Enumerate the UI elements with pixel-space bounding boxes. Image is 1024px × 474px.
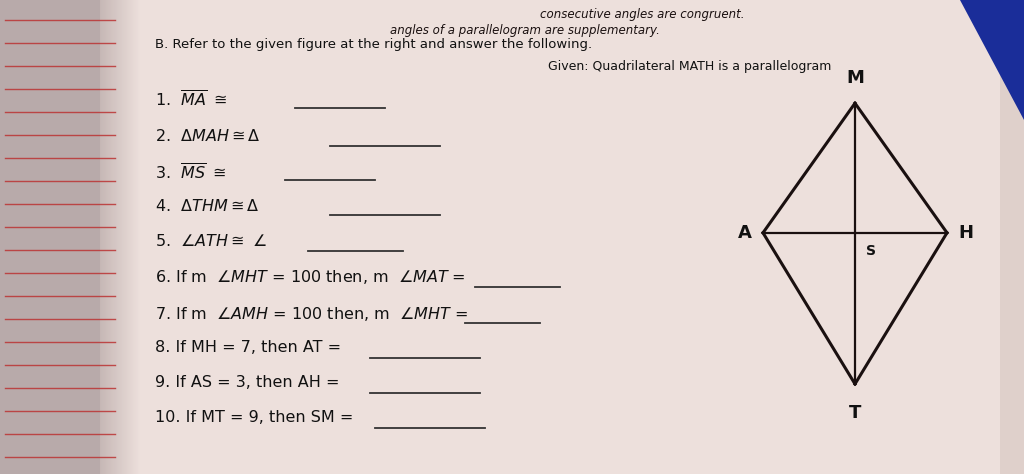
Text: M: M [846, 69, 864, 87]
Text: T: T [849, 404, 861, 422]
Text: 4.  $\Delta THM \cong \Delta$: 4. $\Delta THM \cong \Delta$ [155, 198, 259, 214]
Text: B. Refer to the given figure at the right and answer the following.: B. Refer to the given figure at the righ… [155, 38, 592, 51]
Text: angles of a parallelogram are supplementary.: angles of a parallelogram are supplement… [390, 24, 659, 37]
Text: H: H [957, 224, 973, 242]
Text: 9. If AS = 3, then AH =: 9. If AS = 3, then AH = [155, 375, 340, 390]
Text: consecutive angles are congruent.: consecutive angles are congruent. [540, 8, 744, 21]
Text: 5.  $\angle ATH \cong$ $\angle$: 5. $\angle ATH \cong$ $\angle$ [155, 233, 267, 249]
Bar [0, 0, 130, 474]
Text: S: S [866, 244, 877, 258]
Text: 8. If MH = 7, then AT =: 8. If MH = 7, then AT = [155, 340, 341, 355]
Text: 2.  $\Delta MAH \cong \Delta$: 2. $\Delta MAH \cong \Delta$ [155, 128, 261, 144]
Text: 6. If m  $\angle MHT$ = 100 then, m  $\angle MAT$ =: 6. If m $\angle MHT$ = 100 then, m $\ang… [155, 268, 466, 286]
Text: A: A [737, 224, 752, 242]
Polygon shape [961, 0, 1024, 120]
Bar [100, 0, 1000, 474]
Text: 3.  $\overline{MS}$ $\cong$: 3. $\overline{MS}$ $\cong$ [155, 163, 226, 183]
Text: 10. If MT = 9, then SM =: 10. If MT = 9, then SM = [155, 410, 353, 425]
Text: Given: Quadrilateral MATH is a parallelogram: Given: Quadrilateral MATH is a parallelo… [548, 60, 831, 73]
Text: 1.  $\overline{MA}$ $\cong$: 1. $\overline{MA}$ $\cong$ [155, 90, 227, 110]
Text: 7. If m  $\angle AMH$ = 100 then, m  $\angle MHT$ =: 7. If m $\angle AMH$ = 100 then, m $\ang… [155, 305, 468, 323]
